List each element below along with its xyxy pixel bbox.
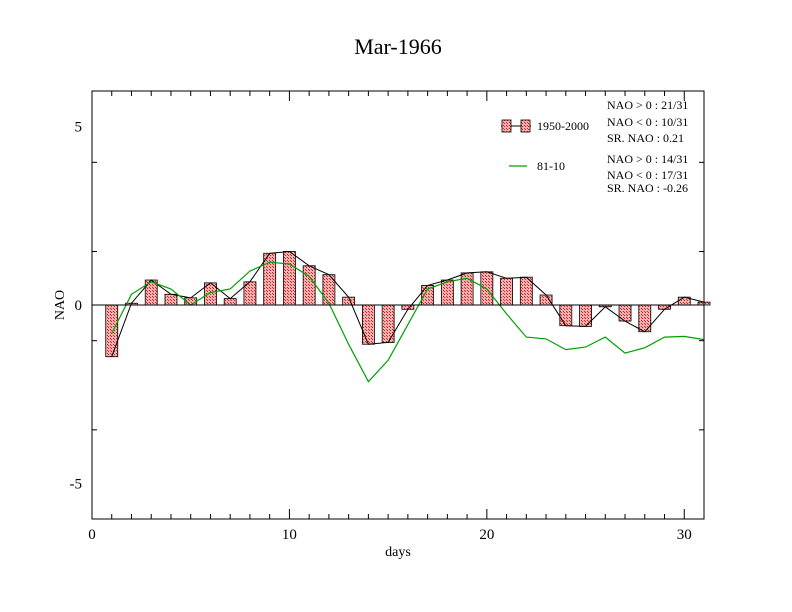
y-tick-label-5: 5 bbox=[75, 120, 83, 136]
line-series bbox=[111, 250, 705, 383]
bar-day-4 bbox=[164, 293, 178, 306]
plot-frame bbox=[91, 90, 705, 520]
bar-day-21 bbox=[500, 277, 513, 306]
bar-day-11 bbox=[302, 265, 316, 306]
x-axis-ticks: 0 10 20 30 bbox=[88, 91, 692, 543]
legend-stat-1950-2000-pos: NAO > 0 : 21/31 bbox=[607, 98, 688, 112]
y-tick-label-0: 0 bbox=[75, 298, 83, 314]
legend-stat-81-10-pos: NAO > 0 : 14/31 bbox=[607, 152, 688, 166]
bar-day-14 bbox=[361, 304, 375, 345]
x-tick-label-0: 0 bbox=[88, 527, 96, 543]
y-tick-label--5: -5 bbox=[70, 476, 83, 492]
bar-day-15 bbox=[381, 304, 395, 343]
legend-stat-81-10-sr: SR. NAO : -0.26 bbox=[607, 181, 688, 195]
legend: 1950-2000 81-10 NAO > 0 : 21/31 NAO < 0 … bbox=[501, 98, 688, 195]
bar-day-24 bbox=[559, 304, 573, 327]
bar-day-1 bbox=[105, 304, 119, 358]
x-axis-label: days bbox=[385, 545, 411, 560]
bar-day-23 bbox=[539, 294, 553, 306]
legend-swatch-bar-left bbox=[501, 119, 512, 133]
x-tick-label-20: 20 bbox=[479, 527, 494, 543]
chart-title: Mar-1966 bbox=[354, 34, 442, 59]
legend-stat-1950-2000-sr: SR. NAO : 0.21 bbox=[607, 131, 684, 145]
line-81-10 bbox=[111, 261, 705, 383]
line-1950-2000 bbox=[111, 250, 705, 357]
x-tick-label-30: 30 bbox=[677, 527, 692, 543]
bar-day-25 bbox=[579, 304, 592, 327]
legend-stat-1950-2000-neg: NAO < 0 : 10/31 bbox=[607, 115, 688, 129]
bar-day-10 bbox=[283, 251, 296, 306]
legend-swatch-bar-right bbox=[520, 119, 531, 133]
legend-label-81-10: 81-10 bbox=[537, 159, 565, 173]
legend-label-1950-2000: 1950-2000 bbox=[537, 119, 589, 133]
bar-series-1950-2000 bbox=[105, 251, 711, 358]
x-tick-label-10: 10 bbox=[282, 527, 297, 543]
bar-day-7 bbox=[223, 298, 237, 306]
bar-day-17 bbox=[421, 284, 435, 306]
y-axis-label: NAO bbox=[53, 290, 68, 320]
bar-day-9 bbox=[263, 252, 277, 306]
legend-stat-81-10-neg: NAO < 0 : 17/31 bbox=[607, 168, 688, 182]
y-axis-ticks: -5 0 5 bbox=[70, 120, 704, 492]
